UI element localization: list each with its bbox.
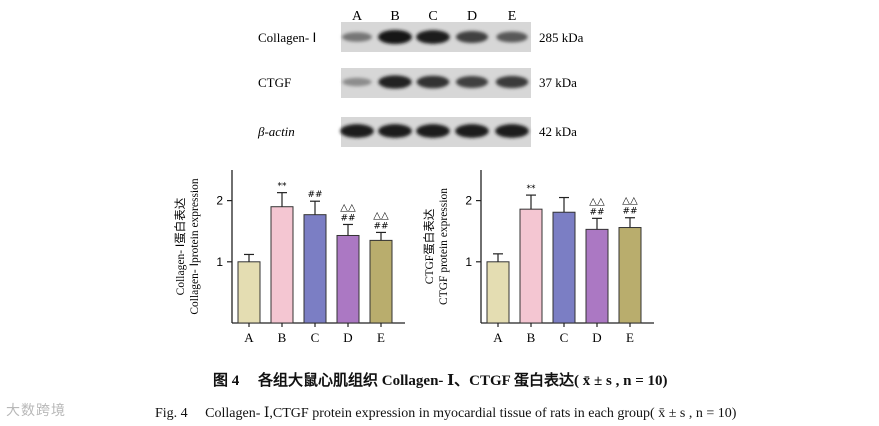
x-tick-label-A: A [493,330,503,345]
significance-triangles: △△ [589,196,605,207]
blot-row-label: CTGF [258,75,291,90]
blot-band [496,31,528,43]
blot-row-label: Collagen- Ⅰ [258,30,316,45]
blot-band [378,124,412,138]
blot-band [495,124,529,138]
blot-band [416,75,450,89]
y-tick-label: 1 [465,255,472,269]
blot-kda-label: 37 kDa [539,75,577,90]
y-tick-label: 2 [465,194,472,208]
significance-mark: ## [622,207,637,217]
blot-band [340,124,374,138]
y-axis-label-chinese: Collagen- Ⅰ蛋白表达 [173,197,187,295]
bar-D [336,234,360,324]
blot-band [455,76,489,88]
significance-mark: ## [589,207,604,217]
x-tick-label-C: C [311,330,320,345]
lane-label-D: D [467,9,477,24]
bar-B [519,208,543,324]
x-tick-label-B: B [527,330,536,345]
y-axis-label-chinese: CTGF蛋白表达 [422,208,436,284]
bar-E [369,239,393,324]
x-tick-label-D: D [343,330,352,345]
bar-B [270,206,294,324]
x-tick-label-B: B [278,330,287,345]
x-tick-label-E: E [626,330,634,345]
significance-mark: ** [278,182,288,192]
lane-label-C: C [428,9,437,24]
figure-caption-chinese: 图 4 各组大鼠心肌组织 Collagen- Ⅰ、CTGF 蛋白表达( x̄ ±… [213,373,668,389]
blot-band [455,124,489,138]
blot-kda-label: 42 kDa [539,124,577,139]
x-tick-label-A: A [244,330,254,345]
x-tick-label-C: C [560,330,569,345]
significance-mark: ## [340,213,355,223]
significance-mark: ## [307,190,322,200]
bar-A [486,261,510,324]
figure-caption-english: Fig. 4 Collagen- Ⅰ,CTGF protein expressi… [155,406,737,421]
bar-C [552,211,576,324]
bar-C [303,214,327,324]
western-blot-panel: A B C D E Collagen- Ⅰ 285 kDa CTGF 37 kDa β-actin… [257,9,584,147]
ctgf-bar-chart: 1 2 CTGF蛋白表达 CTGF protein expression A ** B C ##… [422,170,654,345]
significance-triangles: △△ [622,196,638,207]
significance-triangles: △△ [340,202,356,213]
lane-label-B: B [390,9,399,24]
blot-band [416,30,450,44]
y-tick-label: 1 [216,255,223,269]
y-tick-label: 2 [216,194,223,208]
bar-A [237,261,261,324]
x-tick-label-D: D [592,330,601,345]
significance-mark: ** [527,184,537,194]
x-tick-label-E: E [377,330,385,345]
blot-band [378,75,412,89]
blot-band [342,77,372,87]
watermark-logo: 大数跨境 [6,403,66,419]
bar-E [618,227,642,324]
blot-band [416,124,450,138]
lane-label-A: A [352,9,363,24]
significance-triangles: △△ [373,210,389,221]
significance-mark: ## [373,221,388,231]
blot-row-label: β-actin [257,124,295,139]
lane-label-E: E [508,9,517,24]
y-axis-label-english: CTGF protein expression [438,188,450,305]
collagen-bar-chart: 1 2 Collagen- Ⅰ蛋白表达 Collagen- Ⅰprotein expr… [173,170,405,345]
blot-kda-label: 285 kDa [539,30,584,45]
y-axis-label-english: Collagen- Ⅰprotein expression [189,178,201,314]
bar-D [585,228,609,324]
blot-band [341,32,373,42]
blot-band [455,31,489,43]
blot-band [495,75,529,89]
blot-band [378,30,412,44]
